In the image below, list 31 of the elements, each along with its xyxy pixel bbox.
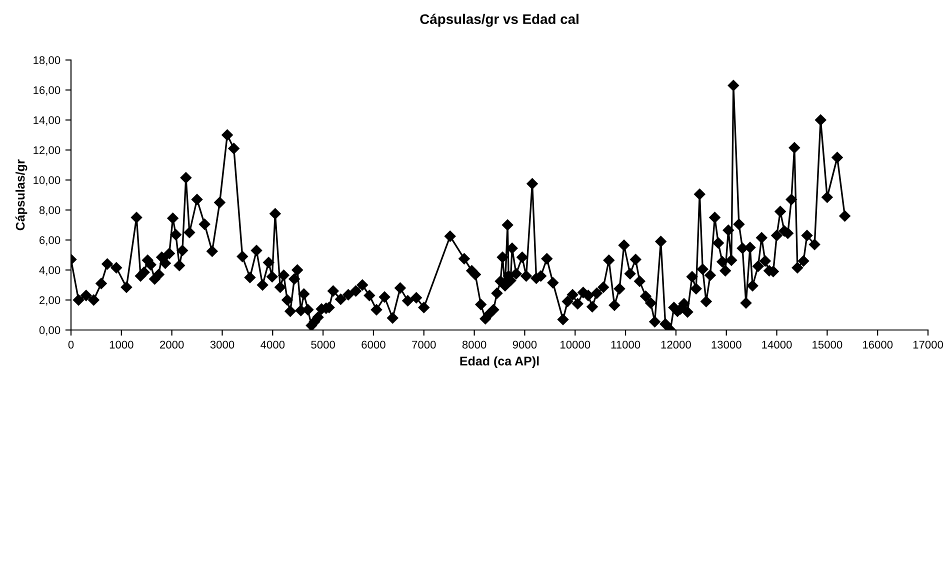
x-tick-label: 7000 [412, 340, 436, 349]
x-axis-title: Edad (ca AP)l [460, 356, 539, 368]
x-tick-label: 4000 [260, 340, 285, 349]
x-tick-label: 9000 [512, 340, 537, 349]
x-tick-label: 16000 [862, 340, 893, 349]
x-tick-label: 1000 [110, 340, 134, 349]
x-tick-label: 2000 [160, 340, 184, 349]
y-tick-label: 0,00 [39, 326, 60, 336]
y-tick-label: 18,00 [34, 56, 60, 66]
x-tick-label: 11000 [611, 340, 640, 349]
y-tick-label: 6,00 [40, 236, 60, 246]
x-tick-label: 6000 [362, 340, 386, 349]
x-tick-label: 13000 [712, 340, 742, 349]
x-tick-label: 17000 [913, 340, 944, 349]
y-tick-label: 4,00 [39, 266, 60, 276]
chart-title: Cápsulas/gr vs Edad cal [420, 14, 578, 27]
x-tick-label: 3000 [210, 340, 234, 349]
x-tick-label: 12000 [661, 340, 691, 349]
x-tick-label: 14000 [762, 340, 792, 349]
y-tick-label: 10,00 [34, 176, 60, 186]
x-tick-label: 0 [68, 340, 74, 349]
y-axis-title: Cápsulas/gr [15, 159, 28, 230]
x-tick-label: 10000 [560, 340, 590, 349]
y-tick-label: 2,00 [40, 296, 60, 306]
x-tick-label: 5000 [311, 340, 335, 349]
y-tick-label: 14,00 [34, 116, 60, 126]
y-tick-label: 12,00 [34, 146, 60, 156]
y-tick-label: 16,00 [34, 86, 60, 96]
x-tick-label: 8000 [462, 340, 486, 349]
y-tick-label: 8,00 [39, 206, 60, 216]
x-tick-label: 15000 [812, 340, 842, 349]
